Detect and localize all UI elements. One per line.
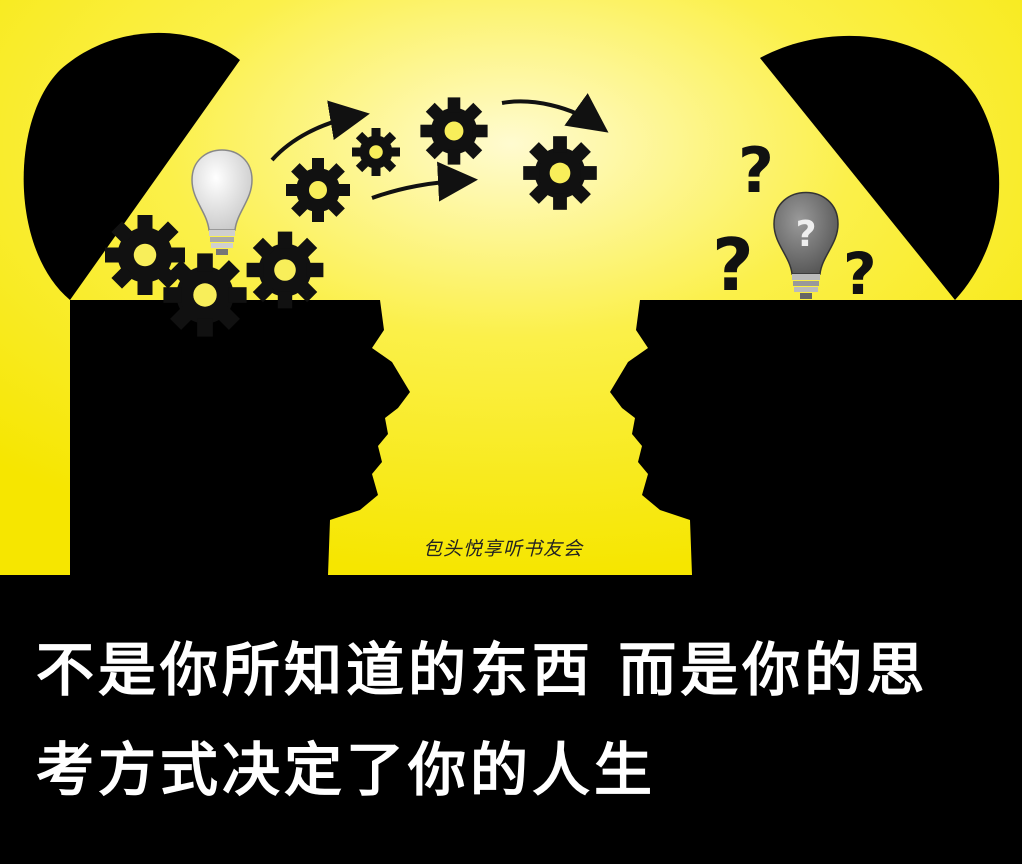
gear-icon bbox=[105, 215, 185, 295]
gear-icon bbox=[163, 253, 247, 337]
question-marks: ? ? ? bbox=[712, 134, 877, 308]
caption-line-1: 不是你所知道的东西 而是你的思 bbox=[36, 636, 929, 704]
arrow-icon bbox=[270, 100, 370, 162]
gear-icon bbox=[420, 97, 488, 165]
watermark: 包头悦享听书友会 bbox=[423, 538, 584, 560]
arrows bbox=[270, 93, 609, 202]
gear-icon bbox=[246, 231, 324, 309]
caption-line-2: 考方式决定了你的人生 bbox=[36, 736, 657, 804]
arrow-icon bbox=[501, 93, 609, 133]
caption-band: 不是你所知道的东西 而是你的思 考方式决定了你的人生 bbox=[0, 575, 1022, 864]
arrow-icon bbox=[371, 161, 478, 202]
question-mark-icon: ? bbox=[712, 223, 754, 307]
question-mark-icon: ? bbox=[843, 240, 877, 308]
left-head-silhouette bbox=[23, 32, 410, 575]
lightbulb-icon: ? bbox=[773, 191, 839, 299]
gear-icon bbox=[286, 158, 350, 222]
illustration: ? ? ? ? bbox=[0, 0, 1022, 575]
right-head-silhouette bbox=[610, 35, 1022, 575]
gear-icon bbox=[352, 128, 400, 176]
gear-icon bbox=[523, 136, 597, 210]
question-mark-icon: ? bbox=[796, 214, 817, 255]
question-mark-icon: ? bbox=[738, 134, 774, 207]
lightbulb-icon bbox=[191, 149, 253, 255]
